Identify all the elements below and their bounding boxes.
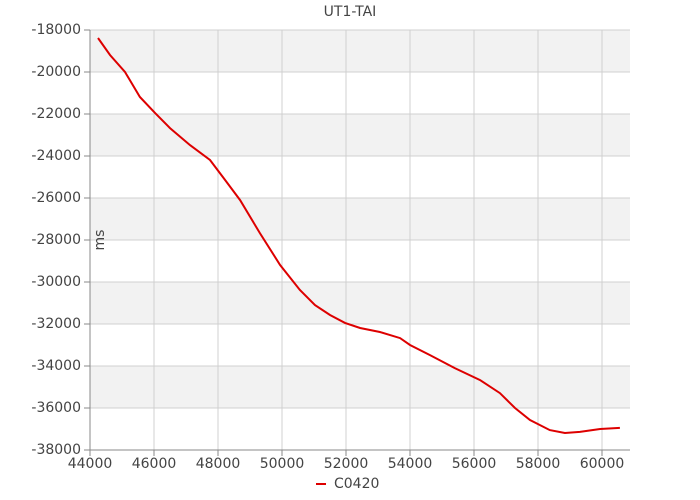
x-tick-label: 60000 bbox=[580, 456, 625, 472]
y-tick-label: -36000 bbox=[31, 400, 81, 416]
grid-band bbox=[90, 282, 630, 324]
x-tick-label: 46000 bbox=[132, 456, 177, 472]
data-line bbox=[97, 37, 620, 435]
x-tick-label: 52000 bbox=[324, 456, 369, 472]
y-tick-label: -38000 bbox=[31, 442, 81, 458]
legend-label: C0420 bbox=[334, 476, 379, 492]
y-axis-label: ms bbox=[92, 230, 108, 251]
y-tick-label: -34000 bbox=[31, 358, 81, 374]
grid-band bbox=[90, 198, 630, 240]
x-tick-label: 58000 bbox=[516, 456, 561, 472]
legend: C0420 bbox=[316, 476, 379, 492]
x-tick-label: 48000 bbox=[196, 456, 241, 472]
grid-band bbox=[90, 30, 630, 72]
x-tick-label: 44000 bbox=[68, 456, 113, 472]
y-tick-label: -22000 bbox=[31, 106, 81, 122]
y-tick-label: -26000 bbox=[31, 190, 81, 206]
y-tick-label: -28000 bbox=[31, 232, 81, 248]
grid-band bbox=[90, 114, 630, 156]
x-tick-label: 50000 bbox=[260, 456, 305, 472]
y-tick-label: -20000 bbox=[31, 64, 81, 80]
y-tick-label: -30000 bbox=[31, 274, 81, 290]
y-tick-label: -24000 bbox=[31, 148, 81, 164]
x-tick-label: 54000 bbox=[388, 456, 433, 472]
y-tick-label: -32000 bbox=[31, 316, 81, 332]
y-tick-label: -18000 bbox=[31, 22, 81, 38]
x-tick-label: 56000 bbox=[452, 456, 497, 472]
chart-title: UT1-TAI bbox=[324, 4, 377, 20]
grid-band bbox=[90, 366, 630, 408]
